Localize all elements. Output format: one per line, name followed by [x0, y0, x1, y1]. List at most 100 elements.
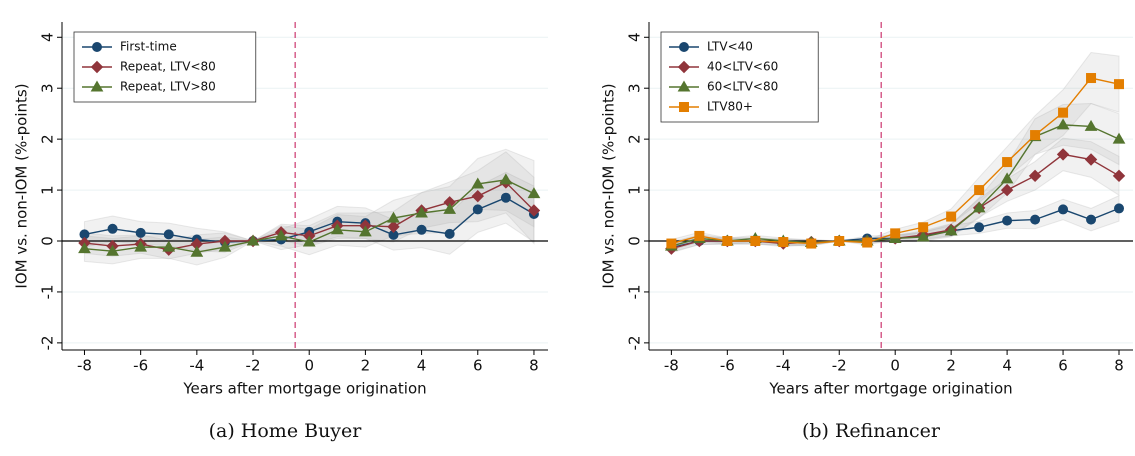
- legend-label: LTV80+: [707, 100, 753, 114]
- legend-marker: [92, 42, 102, 52]
- legend-marker: [90, 60, 104, 74]
- data-point: [1000, 172, 1014, 184]
- data-point: [471, 189, 484, 203]
- y-tick-label: 0: [626, 236, 644, 246]
- data-point: [246, 234, 260, 246]
- data-point: [1030, 130, 1041, 141]
- data-point: [274, 229, 288, 241]
- data-point: [444, 228, 455, 239]
- data-point: [218, 240, 232, 252]
- data-point: [1084, 119, 1098, 131]
- data-point: [806, 238, 817, 249]
- data-point: [722, 236, 733, 247]
- y-tick-label: 4: [39, 33, 57, 43]
- x-axis-title: Years after mortgage origination: [182, 380, 426, 398]
- y-tick-label: 4: [626, 33, 644, 43]
- data-point: [1086, 214, 1097, 225]
- data-point: [527, 204, 541, 217]
- x-tick-label: -8: [664, 357, 679, 375]
- x-tick-label: 0: [890, 357, 900, 375]
- data-point: [946, 211, 957, 222]
- data-point: [416, 224, 427, 235]
- data-point: [1114, 79, 1125, 90]
- data-point: [1002, 157, 1013, 168]
- x-tick-label: -8: [77, 357, 92, 375]
- legend-label: 40<LTV<60: [707, 60, 778, 74]
- x-tick-label: 8: [1114, 357, 1124, 375]
- data-point: [499, 173, 513, 185]
- x-tick-label: 8: [529, 357, 539, 375]
- y-tick-label: -1: [626, 284, 644, 299]
- x-tick-label: 6: [473, 357, 483, 375]
- data-point: [1000, 183, 1014, 197]
- data-point: [1112, 169, 1126, 183]
- x-tick-label: -4: [189, 357, 204, 375]
- data-point: [1058, 107, 1069, 118]
- y-tick-label: 2: [626, 134, 644, 144]
- data-point: [666, 238, 677, 249]
- data-point: [1002, 215, 1013, 226]
- data-point: [472, 204, 483, 215]
- data-point: [944, 224, 958, 236]
- y-tick-label: 3: [626, 83, 644, 93]
- data-point: [387, 211, 400, 223]
- legend-marker: [90, 80, 104, 92]
- data-point: [78, 242, 91, 254]
- legend-label: First-time: [120, 40, 177, 54]
- data-point: [1056, 118, 1070, 130]
- data-point: [972, 201, 986, 213]
- data-point: [1086, 73, 1097, 84]
- y-axis-title: IOM vs. non-IOM (%-points): [13, 83, 31, 288]
- data-point: [1030, 214, 1041, 225]
- x-axis-title: Years after mortgage origination: [768, 380, 1012, 398]
- data-point: [330, 223, 344, 235]
- x-tick-label: 6: [1058, 357, 1068, 375]
- y-axis-title: IOM vs. non-IOM (%-points): [600, 83, 618, 288]
- data-point: [694, 230, 705, 241]
- data-point: [500, 192, 511, 203]
- data-point: [834, 236, 845, 247]
- data-point: [918, 222, 929, 233]
- legend-label: Repeat, LTV>80: [120, 80, 216, 94]
- data-point: [750, 236, 761, 247]
- data-point: [778, 237, 789, 248]
- x-tick-label: -2: [246, 357, 261, 375]
- x-tick-label: -6: [133, 357, 148, 375]
- data-point: [415, 206, 428, 218]
- data-point: [527, 187, 541, 199]
- data-point: [1056, 148, 1070, 161]
- data-point: [1028, 169, 1042, 183]
- legend-marker: [679, 102, 689, 112]
- y-tick-label: 1: [39, 185, 57, 195]
- x-tick-label: 2: [361, 357, 371, 375]
- data-point: [1058, 204, 1069, 215]
- data-point: [387, 220, 400, 233]
- y-tick-label: 3: [39, 83, 57, 93]
- legend-label: 60<LTV<80: [707, 80, 778, 94]
- data-point: [890, 228, 901, 239]
- caption: (b) Refinancer: [802, 420, 941, 442]
- y-tick-label: 0: [39, 236, 57, 246]
- data-point: [1112, 132, 1126, 144]
- y-tick-label: -2: [39, 335, 57, 350]
- legend-label: LTV<40: [707, 40, 753, 54]
- data-point: [974, 222, 985, 233]
- data-point: [190, 245, 204, 257]
- x-tick-label: 4: [417, 357, 427, 375]
- x-tick-label: 0: [304, 357, 314, 375]
- legend-label: Repeat, LTV<80: [120, 60, 216, 74]
- y-tick-label: -2: [626, 335, 644, 350]
- data-point: [443, 202, 457, 214]
- data-point: [107, 223, 118, 234]
- data-point: [974, 185, 985, 196]
- legend-marker: [679, 42, 689, 52]
- x-tick-label: 2: [946, 357, 956, 375]
- x-tick-label: -6: [720, 357, 735, 375]
- y-tick-label: -1: [39, 284, 57, 299]
- data-point: [1084, 153, 1098, 166]
- data-point: [134, 240, 148, 252]
- data-point: [862, 237, 873, 248]
- data-point: [471, 177, 485, 189]
- data-point: [1114, 203, 1125, 214]
